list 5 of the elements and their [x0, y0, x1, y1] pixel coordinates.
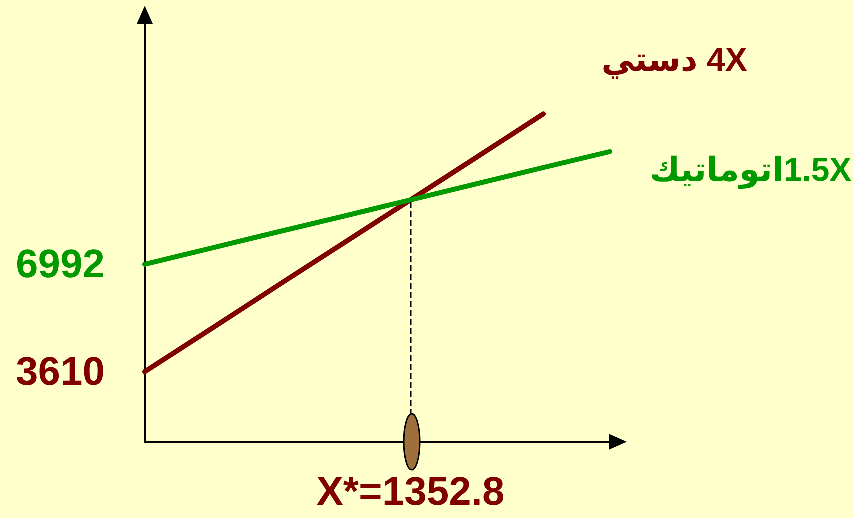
series-label: 1.5Xاتوماتيك: [650, 150, 852, 190]
y-tick-label: 3610: [16, 350, 105, 394]
y-tick-label: 6992: [16, 242, 105, 286]
text: 4X دستي: [602, 40, 748, 80]
x-tick-label: X*=1352.8: [316, 470, 505, 514]
